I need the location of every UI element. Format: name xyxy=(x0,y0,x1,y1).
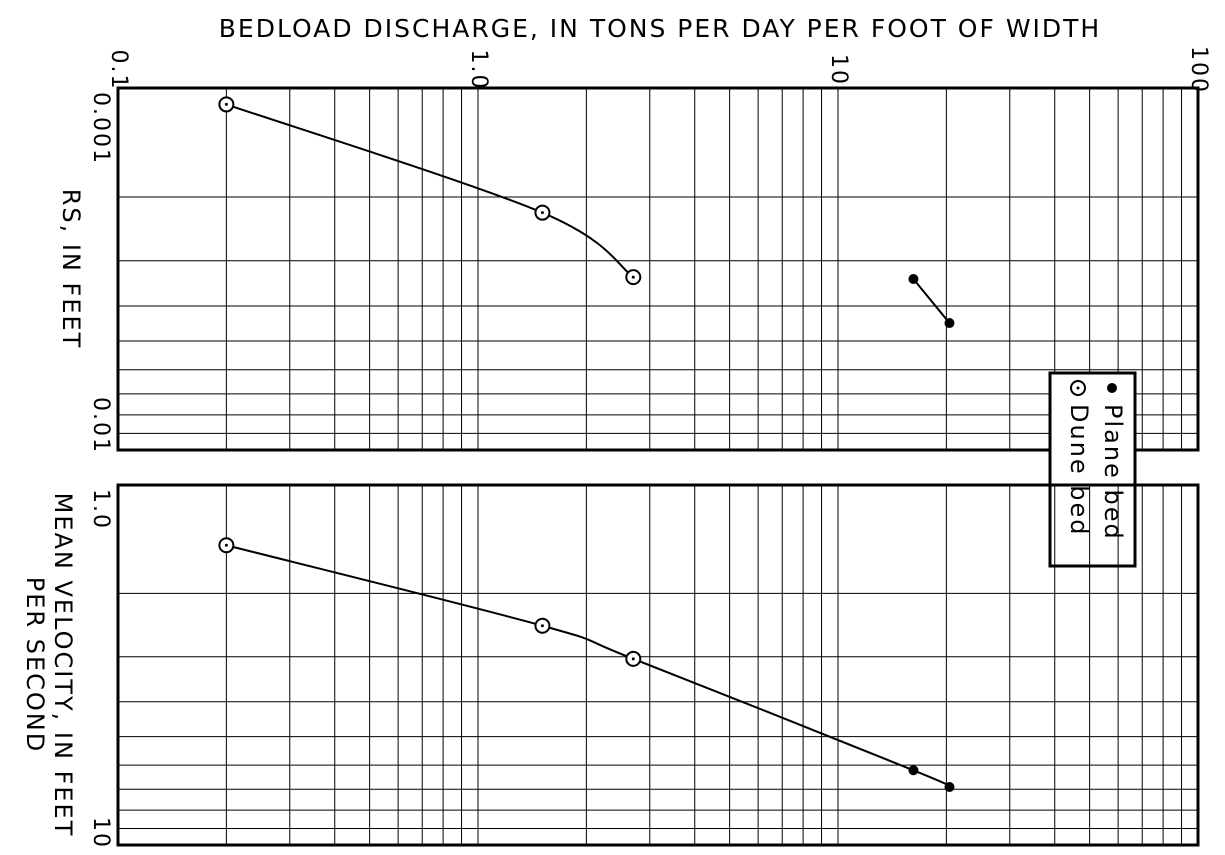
y-tick-label: 10 xyxy=(88,817,113,849)
y-axis-label: MEAN VELOCITY, IN FEET xyxy=(49,493,77,838)
chart-title: BEDLOAD DISCHARGE, IN TONS PER DAY PER F… xyxy=(219,14,1101,43)
x-tick-label: 100 xyxy=(1186,46,1211,94)
series-line xyxy=(912,278,951,324)
series-line xyxy=(226,103,634,278)
legend-marker xyxy=(1107,383,1117,393)
point-center xyxy=(540,211,544,215)
point-filled xyxy=(908,765,919,776)
y-axis-label: RS, IN FEET xyxy=(57,189,85,350)
point-filled xyxy=(944,318,955,329)
legend-box xyxy=(1048,371,1137,568)
point-center xyxy=(631,657,635,661)
x-tick-label: 10 xyxy=(826,54,851,86)
plot-frame xyxy=(116,483,1200,847)
y-tick-label: 1.0 xyxy=(88,489,113,530)
point-center xyxy=(631,275,635,279)
legend-label: Dune bed xyxy=(1065,404,1093,537)
legend-marker-center xyxy=(1076,386,1080,390)
legend-label: Plane bed xyxy=(1099,404,1127,541)
y-axis-label: PER SECOND xyxy=(21,577,49,753)
y-tick-label: 0.01 xyxy=(88,397,113,454)
x-tick-label: 0.1 xyxy=(106,50,131,91)
plot-frame xyxy=(116,86,1200,452)
point-filled xyxy=(908,274,919,285)
point-center xyxy=(540,624,544,628)
point-filled xyxy=(944,781,955,792)
x-tick-label: 1.0 xyxy=(466,50,491,91)
y-tick-label: 0.001 xyxy=(88,92,113,165)
point-center xyxy=(224,102,228,106)
point-center xyxy=(224,543,228,547)
